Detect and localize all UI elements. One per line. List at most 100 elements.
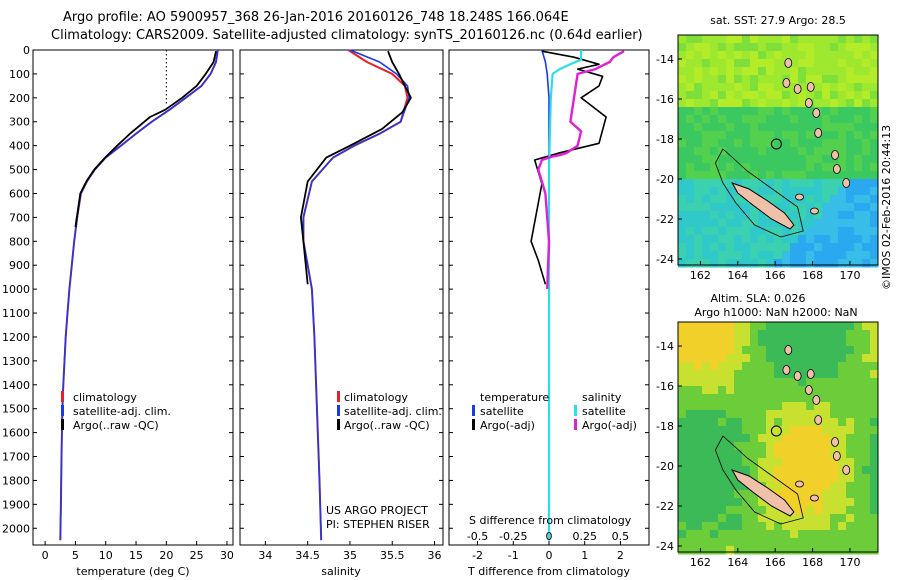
map-cell: [686, 51, 695, 60]
map-cell: [838, 35, 847, 44]
map-cell: [678, 59, 687, 68]
map-cell: [870, 370, 879, 379]
map-cell: [782, 227, 791, 236]
map-cell: [830, 35, 839, 44]
map-cell: [822, 67, 831, 76]
map-cell: [726, 211, 735, 220]
map-cell: [870, 235, 879, 244]
map-cell: [734, 450, 743, 459]
map-cell: [798, 83, 807, 92]
map-cell: [782, 43, 791, 52]
map-cell: [838, 235, 847, 244]
map-cell: [694, 386, 703, 395]
map-cell: [774, 99, 783, 108]
map-cell: [726, 498, 735, 507]
map-cell: [774, 43, 783, 52]
x-tick-label: 1: [581, 549, 588, 562]
map-cell: [806, 251, 815, 260]
map-cell: [734, 410, 743, 419]
map-cell: [870, 171, 879, 180]
map-cell: [710, 474, 719, 483]
map-cell: [870, 91, 879, 100]
map-cell: [718, 163, 727, 172]
map-cell: [782, 115, 791, 124]
map-cell: [694, 35, 703, 44]
map-cell: [814, 251, 823, 260]
map-cell: [774, 442, 783, 451]
map-cell: [758, 243, 767, 252]
map-cell: [710, 147, 719, 156]
map-cell: [870, 259, 879, 268]
map-cell: [758, 410, 767, 419]
map-cell: [846, 131, 855, 140]
map-cell: [798, 418, 807, 427]
map-cell: [806, 362, 815, 371]
map-cell: [870, 450, 879, 459]
map-cell: [694, 530, 703, 539]
map-cell: [678, 402, 687, 411]
map-cell: [766, 362, 775, 371]
map-cell: [814, 482, 823, 491]
map-cell: [790, 147, 799, 156]
map-cell: [710, 219, 719, 228]
map-cell: [702, 362, 711, 371]
map-cell: [734, 418, 743, 427]
map-cell: [854, 474, 863, 483]
map-cell: [782, 338, 791, 347]
map-cell: [830, 498, 839, 507]
y-tick-label: 100: [9, 68, 30, 81]
legend-swatch-argo: [337, 419, 340, 430]
map-cell: [694, 99, 703, 108]
map-cell: [822, 155, 831, 164]
map-cell: [806, 394, 815, 403]
map-cell: [694, 163, 703, 172]
map-cell: [862, 195, 871, 204]
map-cell: [806, 466, 815, 475]
map-cell: [742, 458, 751, 467]
map-cell: [758, 362, 767, 371]
map-cell: [846, 115, 855, 124]
map-cell: [734, 362, 743, 371]
map-cell: [718, 139, 727, 148]
map-cell: [862, 43, 871, 52]
map-cell: [710, 171, 719, 180]
map-cell: [734, 91, 743, 100]
map-cell: [702, 418, 711, 427]
map-cell: [838, 482, 847, 491]
map-cell: [718, 410, 727, 419]
map-cell: [774, 418, 783, 427]
map-cell: [702, 386, 711, 395]
map-cell: [702, 522, 711, 531]
map-cell: [678, 211, 687, 220]
map-cell: [790, 227, 799, 236]
vanuatu-island: [806, 82, 815, 92]
map-cell: [686, 75, 695, 84]
map-cell: [806, 514, 815, 523]
map-cell: [750, 243, 759, 252]
map-cell: [870, 179, 879, 188]
map-cell: [790, 410, 799, 419]
map-cell: [742, 171, 751, 180]
map-x-tick-label: 162: [690, 556, 711, 569]
vanuatu-island: [806, 369, 815, 379]
map-cell: [798, 330, 807, 339]
map-cell: [814, 442, 823, 451]
map-cell: [678, 546, 687, 555]
map-cell: [718, 43, 727, 52]
map-cell: [806, 322, 815, 331]
y-tick-label: 400: [9, 140, 30, 153]
s-tick-label: -0.5: [467, 530, 488, 543]
map-cell: [710, 522, 719, 531]
map-cell: [806, 163, 815, 172]
map-cell: [774, 402, 783, 411]
map-cell: [870, 187, 879, 196]
map-cell: [742, 466, 751, 475]
map-cell: [806, 498, 815, 507]
map-cell: [758, 474, 767, 483]
map-cell: [702, 115, 711, 124]
map-cell: [686, 171, 695, 180]
map-cell: [694, 490, 703, 499]
map-cell: [750, 466, 759, 475]
vanuatu-island: [782, 78, 791, 88]
map-cell: [798, 346, 807, 355]
